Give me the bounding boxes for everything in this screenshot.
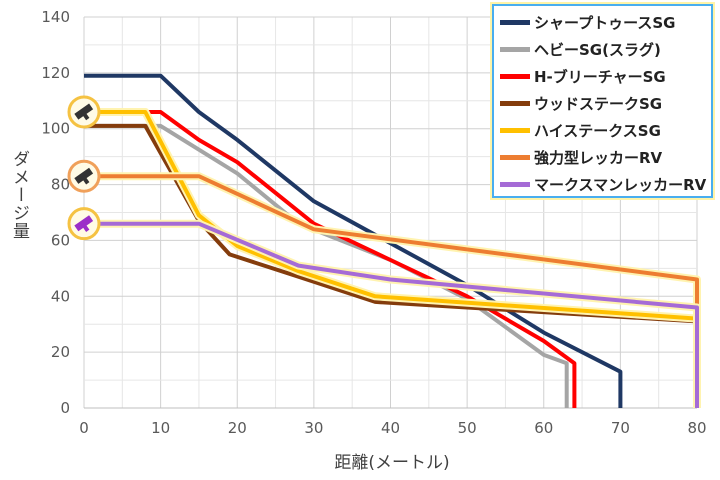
y-tick-label: 40 xyxy=(51,287,70,305)
series-line-7 xyxy=(84,221,699,408)
weapon-icon-launcher xyxy=(67,159,101,193)
y-tick-label: 140 xyxy=(41,8,70,26)
legend-swatch xyxy=(500,20,530,25)
legend-item: H-ブリーチャーSG xyxy=(500,63,711,90)
legend-label: ハイステークスSG xyxy=(534,122,661,140)
legend-item: ウッドステークSG xyxy=(500,90,711,117)
x-tick-label: 60 xyxy=(534,419,553,437)
x-tick-label: 20 xyxy=(228,419,247,437)
legend-swatch xyxy=(500,128,530,133)
x-tick-label: 50 xyxy=(458,419,477,437)
x-tick-label: 40 xyxy=(381,419,400,437)
y-tick-label: 60 xyxy=(51,231,70,249)
legend-label: 強力型レッカーRV xyxy=(534,149,663,167)
x-tick-label: 0 xyxy=(79,419,89,437)
y-tick-label: 0 xyxy=(60,399,70,417)
legend-item: 強力型レッカーRV xyxy=(500,144,711,171)
y-tick-label: 80 xyxy=(51,176,70,194)
legend-swatch xyxy=(500,47,530,52)
legend-label: シャープトゥースSG xyxy=(534,14,676,32)
series-line-5 xyxy=(84,110,698,321)
x-axis-title: 距離(メートル) xyxy=(334,453,449,473)
series-lines xyxy=(84,73,701,408)
series-line-1 xyxy=(84,73,623,408)
legend-label: ヘビーSG(スラグ) xyxy=(534,41,661,59)
legend-item: シャープトゥースSG xyxy=(500,9,711,36)
y-axis-title: ダメージ量 xyxy=(9,150,29,240)
x-tick-label: 10 xyxy=(151,419,170,437)
y-tick-label: 100 xyxy=(41,120,70,138)
x-tick-label: 70 xyxy=(611,419,630,437)
weapon-icon-rv xyxy=(67,207,101,241)
legend-label: ウッドステークSG xyxy=(534,95,663,113)
x-tick-label: 80 xyxy=(687,419,706,437)
legend-label: マークスマンレッカーRV xyxy=(534,176,707,194)
legend-item: ヘビーSG(スラグ) xyxy=(500,36,711,63)
legend-label: H-ブリーチャーSG xyxy=(534,68,666,86)
x-tick-label: 30 xyxy=(304,419,323,437)
y-tick-label: 20 xyxy=(51,343,70,361)
series-line-4 xyxy=(84,123,698,324)
legend-item: マークスマンレッカーRV xyxy=(500,171,711,198)
series-line-3 xyxy=(84,110,577,408)
axis-ticks: 0 10 20 30 40 50 60 70 80 0 20 40 60 80 100 120 140 xyxy=(41,8,706,437)
legend-item: ハイステークスSG xyxy=(500,117,711,144)
weapon-icons xyxy=(67,95,101,241)
legend-swatch xyxy=(500,101,530,106)
y-tick-label: 120 xyxy=(41,64,70,82)
weapon-icon-shotgun xyxy=(67,95,101,129)
legend: シャープトゥースSG ヘビーSG(スラグ) H-ブリーチャーSG ウッドステークSG ハ… xyxy=(492,4,713,198)
legend-swatch xyxy=(500,182,530,187)
legend-swatch xyxy=(500,155,530,160)
legend-swatch xyxy=(500,74,530,79)
